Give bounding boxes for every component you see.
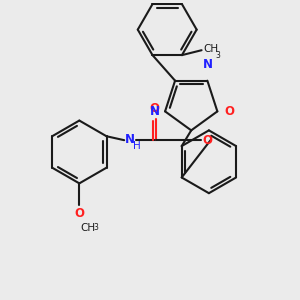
Text: 3: 3 bbox=[215, 51, 220, 60]
Text: N: N bbox=[202, 58, 212, 71]
Text: N: N bbox=[125, 133, 135, 146]
Text: O: O bbox=[74, 207, 84, 220]
Text: CH: CH bbox=[203, 44, 219, 54]
Text: N: N bbox=[150, 105, 160, 118]
Text: H: H bbox=[133, 141, 141, 151]
Text: O: O bbox=[203, 134, 213, 147]
Text: CH: CH bbox=[80, 223, 95, 232]
Text: O: O bbox=[150, 102, 160, 115]
Text: 3: 3 bbox=[93, 223, 98, 232]
Text: O: O bbox=[224, 105, 234, 118]
